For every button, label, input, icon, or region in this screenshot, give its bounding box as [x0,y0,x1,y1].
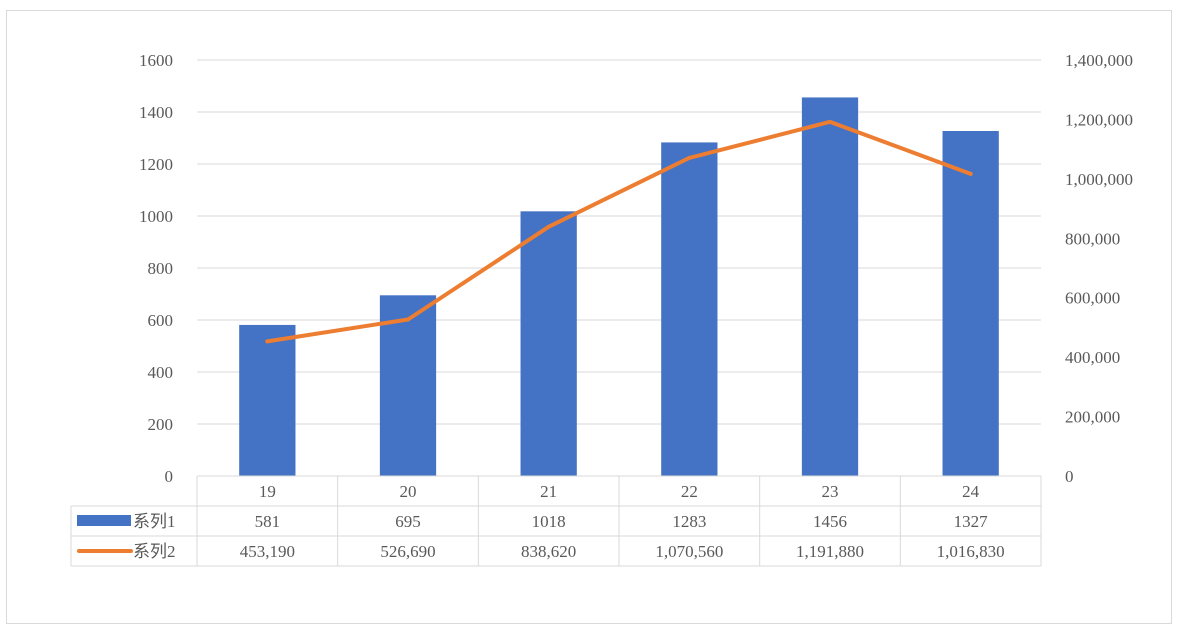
table-value: 453,190 [240,542,295,561]
y-right-tick-label: 1,400,000 [1065,51,1133,70]
table-value: 1283 [672,512,706,531]
table-value: 526,690 [380,542,435,561]
y-left-tick-label: 1400 [139,103,173,122]
y-right-tick-label: 200,000 [1065,408,1120,427]
x-tick-label: 23 [822,482,839,501]
bar [520,211,577,476]
y-left-tick-label: 200 [148,415,174,434]
bar [239,324,296,476]
table-value: 1018 [532,512,566,531]
y-left-tick-label: 1200 [139,155,173,174]
y-right-tick-label: 1,000,000 [1065,170,1133,189]
y-left-tick-label: 1600 [139,51,173,70]
legend-swatch-bar [77,515,131,526]
combo-chart: 0 200 400 600 800 1000 1200 1400 1600 0 200,000 400… [70,51,1133,567]
table-value: 1327 [954,512,989,531]
x-tick-label: 22 [681,482,698,501]
bar [942,130,999,476]
table-value: 695 [395,512,421,531]
x-tick-label: 20 [400,482,417,501]
legend-label: 系列2 [133,542,176,561]
table-value: 838,620 [521,542,576,561]
series-line [265,119,973,344]
line-point [968,171,973,176]
y-right-tick-label: 0 [1065,467,1074,486]
bar [379,295,437,476]
y-right-tick-label: 1,200,000 [1065,110,1133,129]
line-point [265,339,270,344]
chart-area: 0 200 400 600 800 1000 1200 1400 1600 0 200,000 400… [6,10,1172,624]
table-value: 1,191,880 [796,542,864,561]
line-point [546,224,551,229]
line-point [687,155,692,160]
x-tick-label: 21 [540,482,557,501]
line-point [406,317,410,322]
line-point [828,119,832,124]
y-left-tick-label: 400 [148,363,174,382]
table-value: 581 [255,512,281,531]
y-left-tick-label: 1000 [139,207,173,226]
table-value: 1,070,560 [655,542,723,561]
y-right-tick-label: 800,000 [1065,229,1120,248]
y-left-tick-label: 0 [165,467,174,486]
table-value: 1,016,830 [937,542,1005,561]
y-right-tick-label: 600,000 [1065,289,1120,308]
legend-label: 系列1 [133,512,176,531]
y-left-tick-label: 800 [148,259,174,278]
bar [661,142,718,477]
x-tick-label: 24 [962,482,980,501]
table-value: 1456 [813,512,847,531]
x-tick-label: 19 [259,482,276,501]
y-left-tick-label: 600 [148,311,174,330]
bar [801,97,859,476]
y-right-tick-label: 400,000 [1065,348,1120,367]
